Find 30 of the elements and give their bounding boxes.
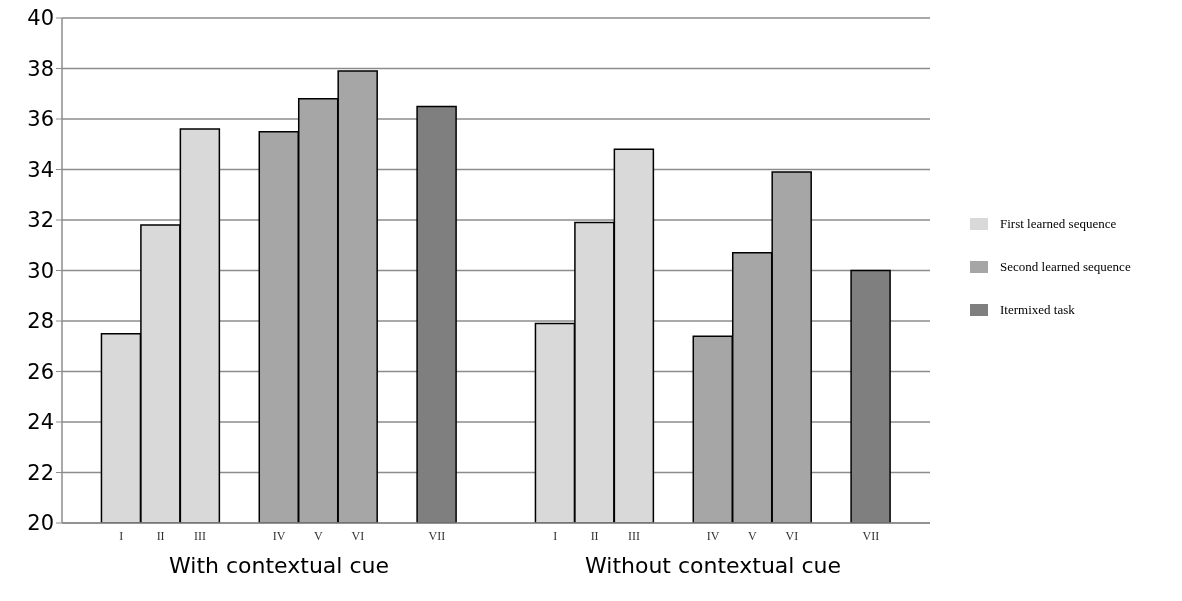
x-tick-label: I	[119, 528, 124, 543]
x-tick-label: IV	[706, 528, 720, 543]
y-tick-label: 28	[27, 309, 54, 334]
y-tick-label: 26	[27, 359, 54, 384]
x-tick-label: III	[194, 528, 207, 543]
text: With contextual cue	[168, 553, 390, 578]
x-tick-label: V	[748, 528, 758, 543]
x-tick-label: VII	[428, 528, 446, 543]
x-tick-label: VI	[785, 528, 799, 543]
x-tick-label: IV	[272, 528, 286, 543]
x-tick-label: III	[628, 528, 641, 543]
x-tick-label: VII	[862, 528, 880, 543]
y-tick-label: 24	[27, 410, 54, 435]
x-tick-label: V	[314, 528, 324, 543]
y-tick-label: 30	[27, 258, 54, 283]
x-tick-label: I	[553, 528, 558, 543]
x-tick-label: VI	[351, 528, 365, 543]
y-tick-label: 38	[27, 56, 54, 81]
x-tick-label: II	[156, 528, 165, 543]
x-tick-label: II	[590, 528, 599, 543]
y-tick-label: 32	[27, 208, 54, 233]
y-tick-label: 20	[27, 511, 54, 536]
y-tick-label: 36	[27, 107, 54, 132]
y-tick-label: 22	[27, 460, 54, 485]
y-tick-label: 40	[27, 6, 54, 31]
text: Without contextual cue	[584, 553, 842, 578]
legend-label: Second learned sequence	[1000, 259, 1131, 275]
legend-label: First learned sequence	[1000, 216, 1117, 232]
y-tick-label: 34	[27, 157, 54, 182]
legend-label: Itermixed task	[1000, 302, 1075, 318]
